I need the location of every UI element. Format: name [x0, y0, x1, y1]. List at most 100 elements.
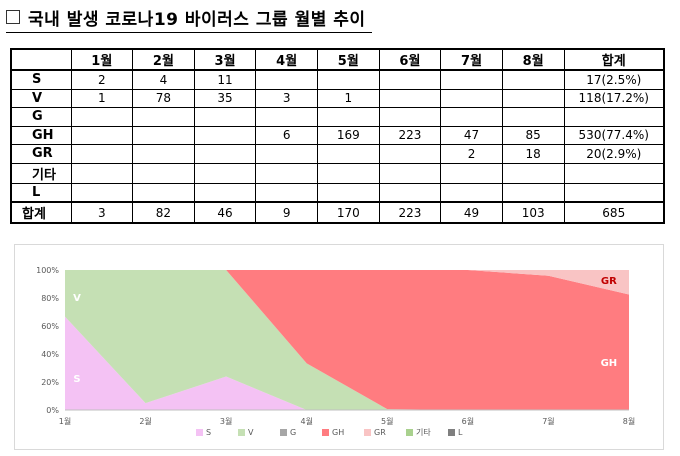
table-cell: [193, 107, 257, 127]
area-label-GH: GH: [601, 358, 618, 369]
legend-swatch: [364, 429, 371, 436]
table-cell: [255, 144, 318, 164]
x-tick-label: 3월: [220, 416, 232, 426]
y-tick-label: 40%: [41, 350, 59, 359]
table-cell: [255, 107, 318, 127]
table-cell: 530(77.4%): [563, 125, 665, 145]
table-cell: 35: [193, 88, 257, 108]
header-cell: 4월: [255, 48, 318, 71]
table-cell: 20(2.9%): [563, 144, 665, 164]
monthly-group-table: 1월 2월 3월 4월 5월 6월 7월 8월 합계 S 2 4 11 17(2.5%)…: [10, 48, 665, 224]
table-cell: [440, 162, 503, 184]
table-cell: [255, 69, 318, 90]
x-tick-label: 1월: [59, 416, 71, 426]
table-row: 합계 3 82 46 9 170 223 49 103 685: [10, 201, 665, 224]
table-cell: [132, 182, 195, 203]
y-tick-label: 60%: [41, 322, 59, 331]
table-row: GR 2 18 20(2.9%): [10, 144, 665, 164]
table-cell: [317, 107, 380, 127]
y-tick-label: 20%: [41, 378, 59, 387]
area-chart: 0% 20% 40% 60% 80% 100% 1월 2월 3월 4월 5월 6월 7월 8월 V S GR GH…: [36, 266, 635, 437]
table-cell: [501, 182, 565, 203]
table-cell: [378, 107, 442, 127]
table-cell: [501, 162, 565, 184]
table-row: S 2 4 11 17(2.5%): [10, 69, 665, 90]
table-cell: [70, 107, 134, 127]
table-cell: 685: [563, 201, 665, 224]
y-tick-label: 100%: [36, 266, 59, 275]
row-label: 기타: [10, 162, 72, 184]
table-cell: [378, 88, 442, 108]
table-header-row: 1월 2월 3월 4월 5월 6월 7월 8월 합계: [10, 48, 665, 71]
table-cell: [563, 182, 665, 203]
x-tick-label: 5월: [381, 416, 393, 426]
row-label: S: [10, 69, 72, 90]
table-cell: [317, 182, 380, 203]
legend-swatch: [322, 429, 329, 436]
legend-swatch: [280, 429, 287, 436]
table-cell: 17(2.5%): [563, 69, 665, 90]
area-label-GR: GR: [601, 276, 617, 287]
table-cell: [440, 182, 503, 203]
table-cell: [193, 162, 257, 184]
table-cell: [255, 182, 318, 203]
table-cell: [70, 182, 134, 203]
checkbox-square-icon: [6, 10, 20, 24]
table-cell: [563, 162, 665, 184]
table-cell: [193, 125, 257, 145]
table-cell: 78: [132, 88, 195, 108]
area-label-S: S: [73, 374, 80, 385]
legend-label: G: [290, 428, 296, 437]
table-cell: 4: [132, 69, 195, 90]
legend-swatch: [196, 429, 203, 436]
title-underline: [6, 32, 372, 33]
table-cell: 169: [317, 125, 380, 145]
table-row: L: [10, 182, 665, 203]
table-row: G: [10, 107, 665, 127]
legend-label: GR: [374, 428, 386, 437]
area-series-S: [65, 316, 629, 410]
table-cell: 2: [70, 69, 134, 90]
header-cell: 7월: [440, 48, 503, 71]
legend-label: GH: [332, 428, 344, 437]
table-row: 기타: [10, 162, 665, 184]
table-cell: 47: [440, 125, 503, 145]
table-cell: 170: [317, 201, 380, 224]
table-cell: [70, 144, 134, 164]
table-cell: [563, 107, 665, 127]
header-cell: [10, 48, 72, 71]
table-cell: 85: [501, 125, 565, 145]
area-series-V: [65, 270, 629, 410]
table-cell: [132, 144, 195, 164]
header-cell: 8월: [501, 48, 565, 71]
chart-container: 0% 20% 40% 60% 80% 100% 1월 2월 3월 4월 5월 6월 7월 8월 V S GR GH…: [14, 244, 664, 450]
table-cell: [317, 144, 380, 164]
table-cell: [70, 162, 134, 184]
table-cell: [501, 69, 565, 90]
row-label: G: [10, 107, 72, 127]
table-cell: [193, 144, 257, 164]
header-cell: 합계: [563, 48, 665, 71]
table-cell: 6: [255, 125, 318, 145]
table-cell: [440, 88, 503, 108]
table-cell: 103: [501, 201, 565, 224]
table-cell: 223: [378, 201, 442, 224]
legend-swatch: [406, 429, 413, 436]
table-cell: 9: [255, 201, 318, 224]
table-cell: [70, 125, 134, 145]
table-cell: [132, 162, 195, 184]
row-label: GR: [10, 144, 72, 164]
table-cell: [378, 182, 442, 203]
y-tick-label: 80%: [41, 294, 59, 303]
table-cell: 82: [132, 201, 195, 224]
header-cell: 3월: [193, 48, 257, 71]
header-cell: 5월: [317, 48, 380, 71]
table-cell: 11: [193, 69, 257, 90]
table-cell: [378, 69, 442, 90]
table-row: GH 6 169 223 47 85 530(77.4%): [10, 125, 665, 145]
table-row: V 1 78 35 3 1 118(17.2%): [10, 88, 665, 108]
row-label: GH: [10, 125, 72, 145]
table-cell: 1: [317, 88, 380, 108]
legend-label: S: [206, 428, 211, 437]
table-cell: [378, 144, 442, 164]
